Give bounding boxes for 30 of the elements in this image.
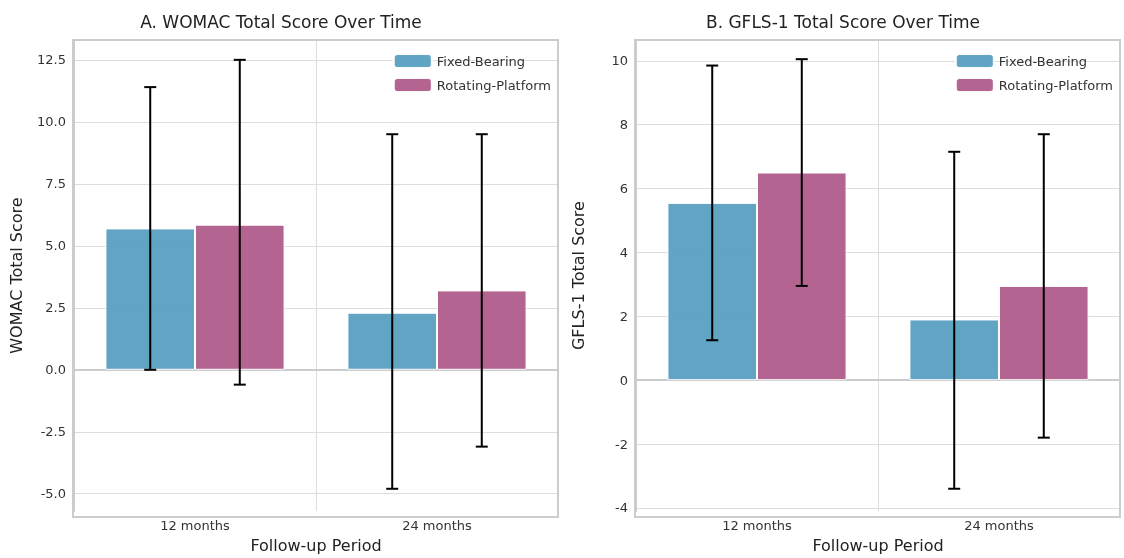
legend-label: Rotating-Platform — [998, 77, 1114, 93]
legend-label: Fixed-Bearing — [998, 53, 1088, 69]
y-tick-label: -5.0 — [40, 486, 66, 502]
y-tick-label: 2 — [619, 308, 628, 324]
y-tick-label: 6 — [619, 181, 628, 197]
y-axis-title: WOMAC Total Score — [6, 197, 26, 354]
y-tick-label: 7.5 — [45, 176, 66, 192]
y-tick-label: 2.5 — [45, 300, 66, 316]
chart-title: A. WOMAC Total Score Over Time — [140, 11, 422, 32]
y-tick-label: -4 — [615, 500, 628, 516]
y-tick-label: 4 — [619, 244, 628, 260]
legend-label: Fixed-Bearing — [436, 53, 526, 69]
y-tick-label: 10 — [611, 53, 628, 69]
y-tick-label: 8 — [619, 117, 628, 133]
x-axis-title: Follow-up Period — [812, 535, 944, 555]
y-tick-label: 10.0 — [37, 114, 66, 130]
y-tick-label: 0 — [619, 372, 628, 388]
x-tick-label: 12 months — [722, 518, 793, 534]
x-tick-label: 24 months — [964, 518, 1035, 534]
chart-title: B. GFLS-1 Total Score Over Time — [705, 11, 981, 32]
y-tick-label: 0.0 — [45, 362, 66, 378]
y-axis-title: GFLS-1 Total Score — [568, 201, 588, 351]
y-tick-label: -2 — [615, 436, 628, 452]
x-tick-label: 12 months — [160, 518, 231, 534]
y-tick-label: 5.0 — [45, 238, 66, 254]
y-tick-label: 12.5 — [37, 52, 66, 68]
legend-label: Rotating-Platform — [436, 77, 552, 93]
x-tick-label: 24 months — [402, 518, 473, 534]
x-axis-title: Follow-up Period — [250, 535, 382, 555]
y-tick-label: -2.5 — [40, 424, 66, 440]
